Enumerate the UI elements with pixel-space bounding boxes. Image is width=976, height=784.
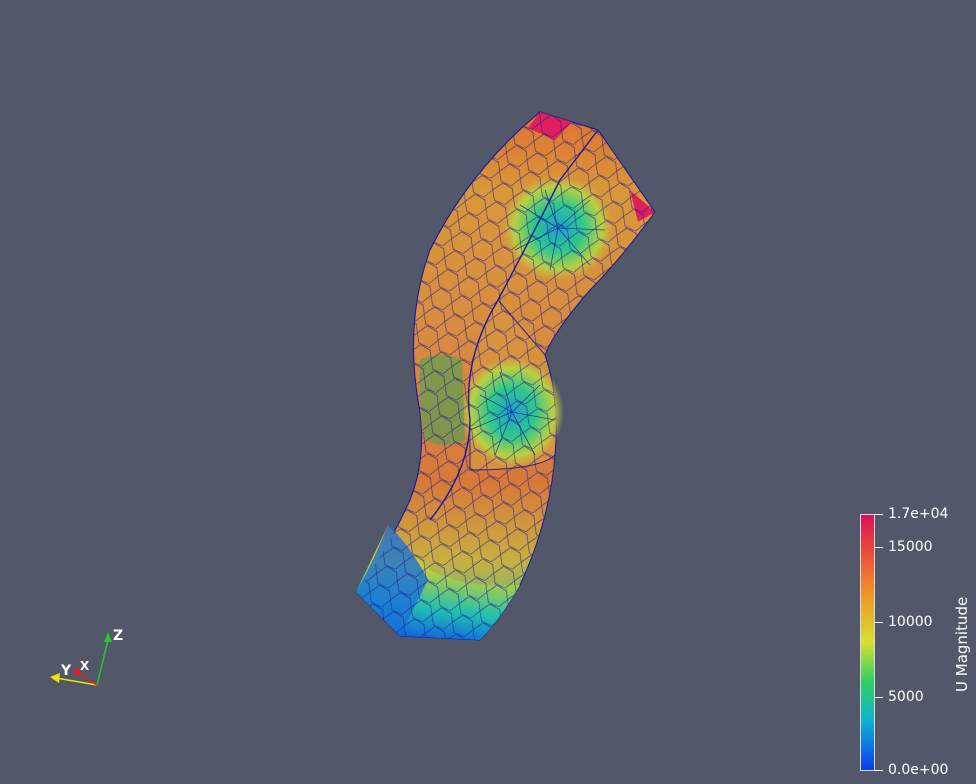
mesh-edge-outline	[429, 129, 599, 521]
y-axis-label: Y	[61, 663, 72, 679]
x-axis-label: X	[80, 659, 90, 673]
z-axis-line	[96, 639, 109, 686]
orientation-axes[interactable]	[50, 632, 112, 686]
x-axis-line	[77, 672, 98, 686]
colorbar-tick-label-10000: 10000	[888, 614, 933, 630]
colorbar-gradient	[860, 514, 875, 771]
z-axis-label: Z	[113, 628, 124, 644]
colorbar-max-label: 1.7e+04	[888, 506, 949, 522]
colorbar-tick-15000	[875, 547, 883, 548]
y-axis-line	[55, 677, 98, 686]
mesh-wireframe	[356, 112, 655, 640]
colorbar-tick-label-15000: 15000	[888, 539, 933, 555]
colorbar-tick-min	[875, 770, 883, 771]
x-axis-arrow	[73, 668, 81, 676]
colorbar-min-label: 0.0e+00	[888, 762, 949, 778]
colorbar-tick-5000	[875, 697, 883, 698]
colorbar-tick-max	[875, 514, 883, 515]
colorbar-title: U Magnitude	[953, 596, 971, 692]
colorbar-tick-10000	[875, 622, 883, 623]
mesh-model	[355, 111, 656, 641]
y-axis-arrow	[50, 673, 60, 683]
mesh-spoke-lines	[469, 189, 606, 456]
colorbar[interactable]	[860, 514, 875, 771]
z-axis-arrow	[104, 632, 112, 642]
colorbar-tick-label-5000: 5000	[888, 689, 924, 705]
